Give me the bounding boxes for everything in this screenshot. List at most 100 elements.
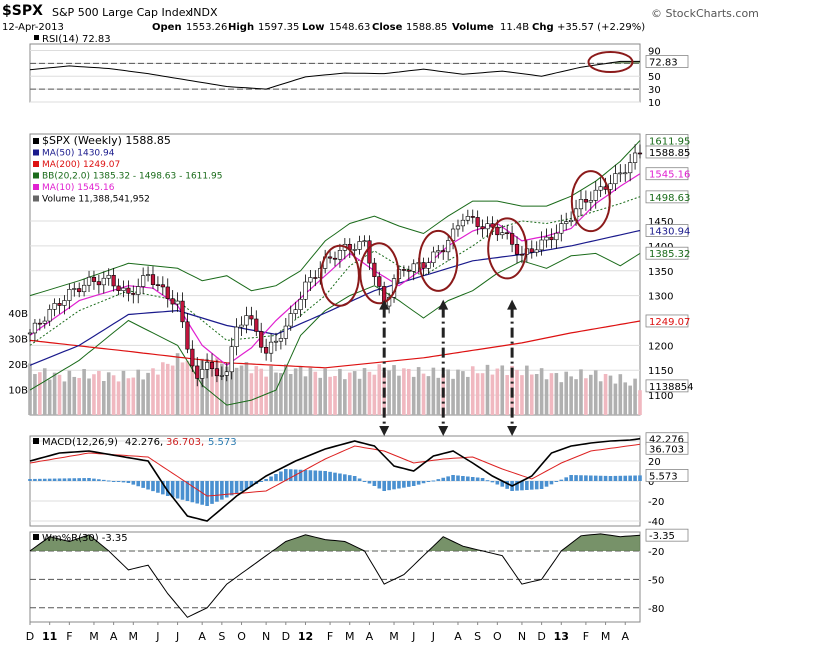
macd-tick-label: 0 — [648, 477, 654, 488]
candle-body — [362, 240, 367, 243]
candle-body — [509, 233, 515, 245]
volume-bar — [426, 376, 431, 415]
volume-bar — [495, 368, 500, 415]
volume-bar — [539, 368, 544, 415]
candle-body — [47, 309, 52, 322]
macd-histogram-bar — [584, 475, 588, 481]
oval-feb-2012 — [319, 244, 360, 307]
volume-bar — [234, 367, 239, 415]
macd-histogram-bar — [451, 475, 455, 481]
macd-histogram-bar — [175, 481, 180, 499]
ma200-line — [29, 320, 641, 369]
candle-body — [273, 340, 279, 343]
macd-histogram-bar — [284, 469, 288, 481]
macd-value-tag: 5.573 — [649, 471, 678, 482]
volume-bar — [416, 367, 421, 415]
macd-histogram-bar — [165, 481, 170, 496]
candle-body — [554, 232, 559, 241]
macd-line — [29, 437, 641, 522]
volume-bar — [215, 357, 219, 415]
volume-bar — [259, 368, 264, 415]
price-value-tag: 1385.32 — [649, 249, 690, 260]
volume-tick-label: 10B — [8, 385, 28, 396]
index-name: S&P 500 Large Cap Index — [52, 6, 192, 19]
williams-tick-label: -80 — [648, 604, 664, 615]
high-value: 1597.35 — [258, 22, 300, 33]
macd-histogram-bar — [121, 481, 126, 483]
price-legend-swatch — [33, 138, 39, 144]
volume-bar — [593, 370, 598, 415]
macd-histogram-bar — [249, 481, 254, 487]
macd-histogram-bar — [436, 479, 441, 481]
volume-bar — [638, 390, 642, 415]
candle-body — [598, 186, 603, 191]
macd-histogram-bar — [466, 476, 470, 481]
volume-bar — [347, 372, 352, 415]
macd-histogram-bar — [151, 481, 155, 492]
month-label: 12 — [298, 630, 313, 643]
candle-body — [32, 322, 38, 334]
close-value: 1588.85 — [406, 22, 448, 33]
candle-body — [313, 277, 318, 279]
macd-histogram-bar — [136, 481, 141, 487]
macd-histogram-bar — [554, 481, 559, 482]
candle-body — [57, 303, 62, 306]
volume-bar — [338, 368, 342, 415]
candle-body — [411, 263, 416, 272]
macd-histogram-bar — [274, 474, 278, 481]
oval-apr-2012 — [359, 242, 400, 305]
volume-bar — [352, 371, 357, 415]
volume-bar — [559, 382, 564, 415]
oval-oct-2012 — [487, 217, 528, 280]
candle-body — [214, 368, 220, 377]
candle-body — [500, 232, 505, 236]
candle-body — [401, 269, 406, 271]
macd-histogram-bar — [318, 470, 323, 481]
macd-histogram-bar — [377, 481, 382, 489]
macd-histogram-bar — [141, 481, 145, 488]
volume-bar — [357, 378, 362, 415]
month-label: J — [411, 630, 415, 643]
volume-bar — [480, 373, 485, 415]
volume-bar — [180, 362, 185, 415]
candle-body — [480, 226, 485, 230]
macd-histogram-bar — [77, 478, 81, 481]
oval-aug-2012 — [418, 229, 459, 292]
macd-histogram-bar — [97, 479, 101, 481]
ma10-line — [29, 173, 641, 367]
candle-body — [150, 274, 156, 285]
month-label: J — [431, 630, 435, 643]
williams-legend: Wm%R(30) -3.35 — [42, 533, 128, 544]
macd-histogram-bar — [333, 472, 337, 481]
candle-body — [460, 219, 466, 227]
volume-bar — [603, 374, 608, 415]
volume-bar — [633, 378, 637, 415]
exchange: INDX — [190, 6, 218, 19]
candle-body — [367, 240, 372, 264]
candle-body — [77, 288, 82, 293]
volume-bar — [392, 365, 396, 415]
volume-bar — [244, 362, 249, 415]
volume-bar — [475, 373, 480, 415]
candle-body — [406, 269, 411, 272]
candle-body — [67, 289, 72, 301]
watermark: © StockCharts.com — [651, 7, 759, 20]
macd-histogram-bar — [589, 475, 593, 481]
macd-histogram-bar — [411, 481, 416, 486]
macd-histogram-bar — [101, 479, 106, 481]
macd-histogram-bar — [338, 473, 342, 481]
volume-tick-label: 30B — [8, 334, 28, 345]
month-label: D — [537, 630, 545, 643]
candle-body — [514, 244, 520, 255]
macd-legend-label: MACD(12,26,9) — [42, 437, 118, 448]
price-value-tag-box — [645, 145, 689, 159]
volume-bar — [126, 378, 131, 415]
macd-histogram-bar — [244, 481, 249, 489]
volume-tick-label: 40B — [8, 309, 28, 320]
candle-body — [495, 226, 500, 236]
candle-body — [72, 288, 77, 290]
price-value-tag: 1430.94 — [649, 227, 690, 238]
price-value-tag: 1545.16 — [649, 170, 690, 181]
candle-body — [436, 250, 441, 253]
williams-tick-label: -20 — [648, 547, 664, 558]
